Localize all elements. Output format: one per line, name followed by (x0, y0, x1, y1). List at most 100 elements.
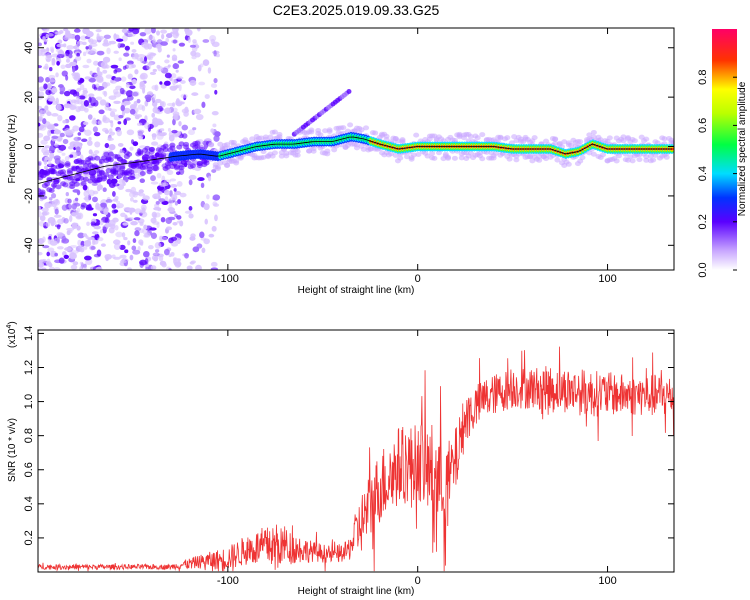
spectrogram-cell (45, 76, 50, 83)
spectrogram-cell (151, 112, 156, 118)
spectrogram-cell (429, 150, 436, 156)
spectrogram-cell (41, 258, 47, 264)
spectrogram-cell (188, 205, 193, 211)
spectrogram-cell (89, 70, 93, 75)
spectrogram-cell (118, 114, 124, 119)
spectrogram-cell (78, 126, 85, 133)
spectrogram-cell (148, 245, 154, 250)
spectrogram-cell (215, 53, 220, 58)
spectrogram-cell (161, 33, 165, 40)
spectrogram-cell (70, 129, 75, 134)
spectrogram-cell (185, 160, 192, 166)
spectrogram-cell (394, 138, 401, 144)
colorbar-tick-label: 0.8 (697, 70, 709, 85)
spectrogram-cell (142, 156, 149, 162)
spectrogram-cell (119, 148, 124, 153)
spectrogram-cell (294, 148, 301, 154)
spectrogram-cell (174, 190, 182, 196)
spectrogram-cell (199, 231, 205, 239)
spectrogram-cell (347, 122, 354, 128)
colorbar: 0.0 0.2 0.4 0.6 0.8 Normalized spectral ampl… (697, 29, 748, 278)
spectrogram-cell (153, 206, 162, 211)
snr-scale-close: ) (7, 321, 18, 324)
spectrogram-cell (76, 207, 80, 213)
spectrogram-cell (175, 101, 183, 107)
spectrogram-cell (38, 261, 45, 268)
spectrogram-cell (102, 114, 107, 122)
spectrogram-cell (139, 210, 145, 214)
spectrogram-cell (69, 89, 77, 95)
spectrogram-cell (42, 28, 50, 31)
spectrogram-cell (62, 138, 69, 145)
spectrogram-cell (81, 138, 88, 142)
spectrogram-cell (179, 192, 187, 198)
spectrogram-cell (100, 243, 106, 247)
spectrogram-cell (474, 135, 481, 141)
spectrogram-cell (144, 56, 148, 63)
spectrogram-cell (190, 50, 197, 57)
spectrogram-cell (59, 85, 66, 93)
spectrogram-cell (360, 146, 367, 152)
spectrogram-cell (96, 184, 101, 192)
spectrogram-cell (42, 36, 46, 41)
spectrogram-cell (94, 167, 101, 173)
spectrogram-cell (98, 109, 105, 115)
spectrogram-cell (83, 121, 89, 126)
spectrogram-cell (82, 176, 89, 182)
spectrogram-cell (199, 63, 204, 68)
spectrogram-cell (340, 125, 347, 131)
spectrogram-cell (579, 155, 586, 161)
spectrogram-cell (353, 145, 360, 151)
spectrogram-cell (66, 170, 73, 176)
spectrogram-cell (586, 132, 593, 138)
spectrogram-cell (133, 100, 138, 108)
spectrogram-cell (184, 106, 189, 113)
spectrogram-cell (53, 179, 60, 185)
spectrogram-cell (156, 172, 162, 179)
spectrogram-cell (207, 67, 212, 74)
spectrogram-cell (508, 140, 515, 146)
spectrogram-cell (112, 190, 116, 197)
spectrogram-cell (146, 54, 152, 60)
spectrogram-cell (148, 146, 155, 152)
spectrogram-cell (627, 154, 634, 160)
spectrogram-cell (173, 165, 180, 171)
spectrogram-cell (123, 236, 128, 241)
spectrogram-cell (113, 243, 121, 251)
spectrogram-cell (188, 213, 194, 219)
spectrogram-cell (132, 238, 137, 244)
spectrogram-cell (109, 108, 118, 113)
spectrogram-cell (258, 135, 265, 141)
spectrogram-cell (308, 127, 315, 133)
spectrogram-cell (104, 253, 113, 260)
spectrogram-cell (127, 73, 133, 80)
spectrogram-cell (136, 57, 145, 62)
spectrogram-cell (42, 236, 46, 243)
spectrogram-cell (126, 151, 133, 157)
spectrogram-cell (188, 174, 197, 180)
spectrogram-cell (141, 105, 146, 112)
spectrogram-cell (513, 157, 520, 163)
spectrogram-cell (164, 248, 170, 256)
spectrogram-cell (56, 48, 63, 53)
spectrogram-cell (113, 100, 121, 104)
spectrogram-cell (83, 266, 87, 270)
spectrogram-cell (178, 120, 182, 127)
spectrogram-cell (568, 142, 575, 148)
spectrogram-cell (87, 236, 95, 241)
spectrogram-cell (94, 141, 101, 148)
colorbar-tick-label: 0.0 (697, 262, 709, 277)
spectrogram-cell (77, 239, 82, 247)
spectrogram-cell (141, 60, 148, 64)
spectrogram-cell (415, 151, 422, 157)
spectrogram-cell (160, 236, 168, 241)
spectrogram-cell (155, 43, 162, 49)
spectrogram-cell (45, 33, 49, 39)
spectrogram-cell (163, 189, 170, 196)
spectrogram-cell (620, 138, 627, 144)
spectrogram-cell (93, 131, 101, 137)
spectrogram-cell (39, 110, 45, 117)
spectrogram-cell (90, 246, 96, 250)
spectrogram-cell (96, 66, 100, 73)
spectrogram-cell (145, 266, 150, 270)
